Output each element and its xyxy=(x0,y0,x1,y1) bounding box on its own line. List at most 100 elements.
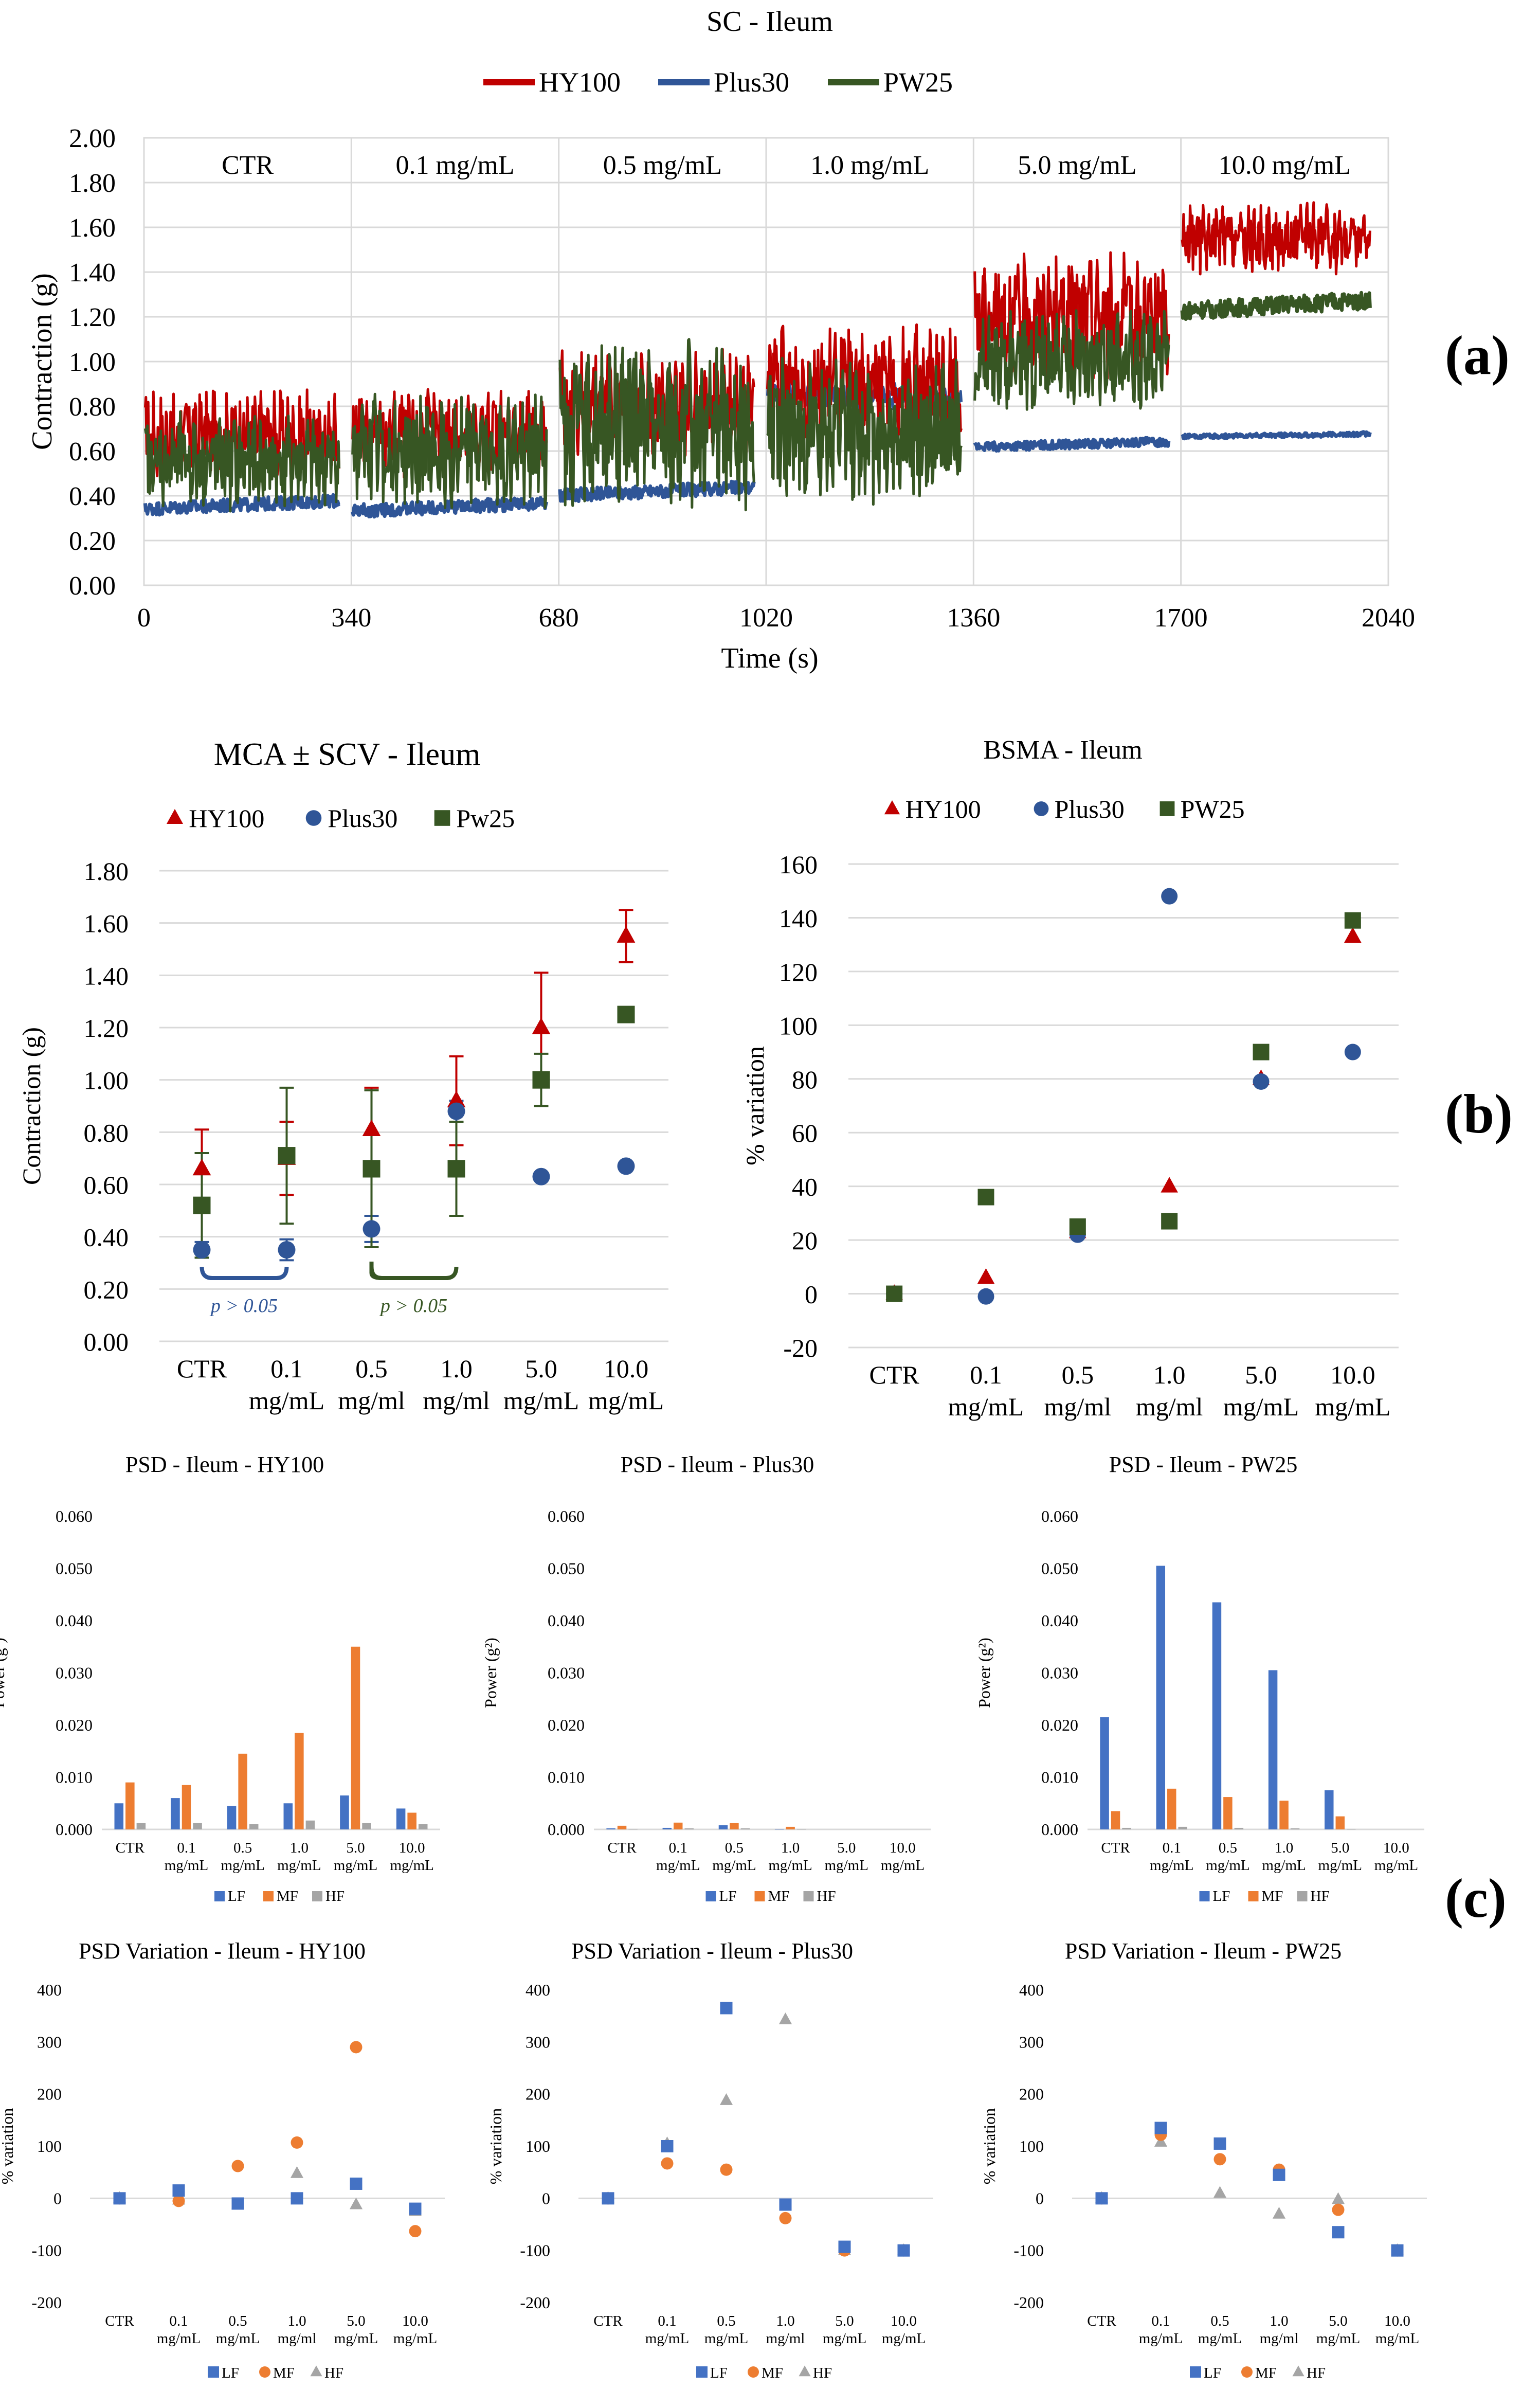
y-tick-label: 60 xyxy=(792,1119,818,1147)
y-tick-label: 0.060 xyxy=(548,1507,585,1525)
y-tick-label: 0.020 xyxy=(56,1716,93,1734)
y-tick-label: 0.000 xyxy=(548,1820,585,1839)
significance-label: p > 0.05 xyxy=(379,1295,447,1317)
x-tick-label: mg/ml xyxy=(1044,1392,1112,1421)
x-tick-label: 5.0 xyxy=(346,1840,365,1856)
panel-label-b: (b) xyxy=(1445,1084,1513,1145)
point-pw25 xyxy=(617,1005,635,1023)
x-tick-label: 0.1 xyxy=(658,2313,676,2329)
x-tick-label: mg/ml xyxy=(1260,2330,1299,2347)
legend-label-hf: HF xyxy=(813,2365,832,2381)
x-tick-label: mg/mL xyxy=(1262,1857,1306,1874)
y-tick-label: 0.010 xyxy=(56,1768,93,1787)
point-plus30 xyxy=(1344,1044,1361,1061)
point-hy100 xyxy=(532,1017,551,1034)
x-tick-label: CTR xyxy=(177,1354,227,1383)
legend-marker-hf xyxy=(799,2365,811,2377)
point-pw25 xyxy=(1069,1218,1086,1235)
y-tick-label: 0.010 xyxy=(548,1768,585,1787)
legend-label-mf: MF xyxy=(1262,1888,1283,1904)
bar-hf xyxy=(1234,1827,1244,1829)
legend-marker-lf xyxy=(208,2366,219,2378)
y-tick-label: 1.60 xyxy=(84,909,129,938)
y-tick-label: 0.60 xyxy=(84,1171,129,1199)
series-line-pw25 xyxy=(143,410,341,513)
y-tick-label: 100 xyxy=(779,1011,818,1040)
point-hy100 xyxy=(1344,927,1362,943)
legend-marker-lf xyxy=(696,2366,708,2378)
x-tick-label: mg/mL xyxy=(712,1857,756,1874)
bar-hf xyxy=(418,1824,428,1829)
point-plus30 xyxy=(193,1241,211,1259)
bar-hf xyxy=(249,1824,259,1829)
point-pw25 xyxy=(363,1160,381,1178)
x-tick-label: 10.0 xyxy=(402,2313,428,2329)
point-lf xyxy=(779,2198,792,2211)
point-hy100 xyxy=(1161,1177,1178,1193)
y-tick-label: 0 xyxy=(1036,2189,1044,2207)
series-line-plus30 xyxy=(351,496,549,519)
bar-hf xyxy=(193,1823,202,1829)
y-tick-label: 0.000 xyxy=(1041,1820,1078,1839)
x-tick-label: mg/mL xyxy=(157,2330,201,2347)
point-plus30 xyxy=(447,1102,465,1120)
series-line-pw25 xyxy=(558,338,755,512)
bar-hf xyxy=(136,1823,146,1829)
y-tick-label: 300 xyxy=(37,2033,62,2051)
series-line-pw25 xyxy=(1180,291,1372,321)
point-plus30 xyxy=(1253,1073,1270,1090)
series-line-pw25 xyxy=(766,356,963,506)
legend-label-lf: LF xyxy=(222,2365,239,2381)
legend-label-pw25: PW25 xyxy=(1181,795,1245,823)
y-tick-label: 0.20 xyxy=(84,1275,129,1304)
x-tick-label: 1020 xyxy=(739,603,793,633)
y-tick-label: 1.60 xyxy=(69,213,116,243)
legend-label-lf: LF xyxy=(719,1888,737,1904)
legend-marker-hy100 xyxy=(166,808,184,824)
point-pw25 xyxy=(193,1196,211,1214)
y-tick-label: -200 xyxy=(520,2293,550,2312)
chart-title: PSD - Ileum - HY100 xyxy=(125,1452,324,1477)
point-plus30 xyxy=(1161,888,1178,905)
y-tick-label: 0 xyxy=(53,2189,62,2207)
chart-psd-hy100: PSD - Ileum - HY100 0.000 0.010 0.020 0.030 0… xyxy=(0,1452,440,1904)
legend-marker-hf xyxy=(1292,2365,1305,2377)
point-mf xyxy=(172,2195,185,2207)
significance-label: p > 0.05 xyxy=(209,1295,278,1317)
series-line-plus30 xyxy=(973,436,1171,453)
bar-mf xyxy=(407,1812,416,1829)
legend-label-mf: MF xyxy=(273,2365,295,2381)
series-line-hy100 xyxy=(1181,201,1371,276)
chart-bsma-ileum: BSMA - Ileum HY100 Plus30 PW25 -20 0 20 40 60 80 1… xyxy=(740,735,1399,1421)
legend-swatch-mf xyxy=(1248,1891,1259,1901)
y-tick-label: 0.010 xyxy=(1041,1768,1078,1787)
y-tick-label: 1.80 xyxy=(84,857,129,886)
legend-marker-plus30 xyxy=(1034,801,1049,816)
y-tick-label: -100 xyxy=(1013,2241,1044,2260)
y-axis-label: % variation xyxy=(0,2108,16,2184)
legend-label-hf: HF xyxy=(325,1888,345,1904)
y-tick-label: 0.00 xyxy=(84,1327,129,1356)
y-tick-label: -100 xyxy=(31,2241,62,2260)
bar-mf xyxy=(1335,1816,1345,1829)
chart-title: BSMA - Ileum xyxy=(983,735,1142,765)
point-mf xyxy=(720,2163,733,2176)
point-mf xyxy=(661,2157,674,2170)
x-tick-label: 0.5 xyxy=(1219,1840,1237,1856)
x-tick-label: 5.0 xyxy=(1331,1840,1349,1856)
legend-label-mf: MF xyxy=(762,2365,783,2381)
x-tick-label: mg/mL xyxy=(825,1857,868,1874)
y-tick-label: 0.000 xyxy=(56,1820,93,1839)
x-tick-label: 0.1 xyxy=(270,1354,303,1383)
y-tick-label: 1.40 xyxy=(69,258,116,287)
bar-mf xyxy=(182,1785,191,1829)
legend-label-hy100: HY100 xyxy=(905,795,981,823)
series-line-plus30 xyxy=(143,493,341,517)
x-tick-label: 1.0 xyxy=(290,1840,309,1856)
y-tick-label: 20 xyxy=(792,1226,818,1255)
x-tick-label: mg/mL xyxy=(393,2330,437,2347)
y-tick-label: 100 xyxy=(37,2137,62,2155)
y-axis-label: Contraction (g) xyxy=(17,1027,46,1185)
y-tick-label: 1.20 xyxy=(69,303,116,332)
significance-bracket-tip xyxy=(369,1262,382,1280)
